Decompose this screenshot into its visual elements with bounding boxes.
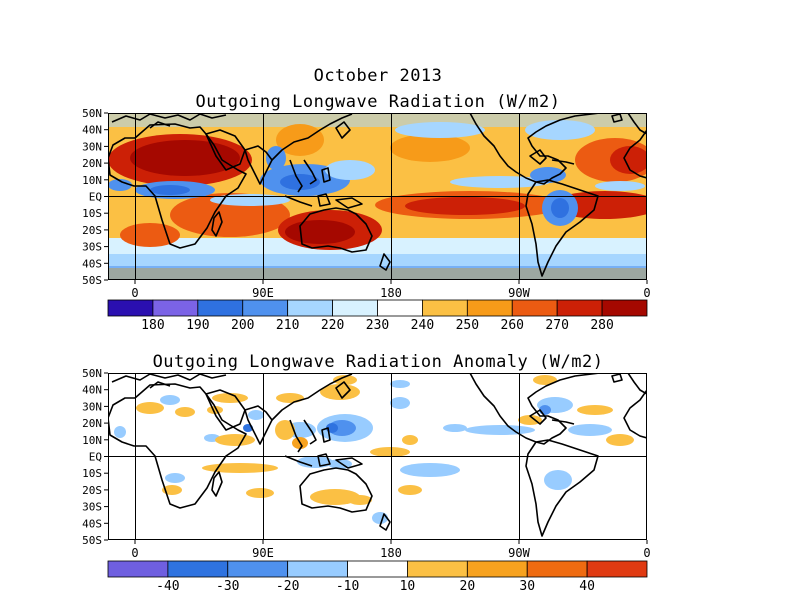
lat-tick-label: 10S: [82, 207, 102, 220]
colorbar-swatch: [466, 560, 528, 578]
anomaly-colorbar: -40 -30 -20 -10 10 20 30 40: [107, 560, 648, 594]
lat-tick-label: 20S: [82, 224, 102, 237]
colorbar-label: 270: [545, 318, 568, 333]
lat-tick-label: 20S: [82, 484, 102, 497]
panel1-title: Outgoing Longwave Radiation (W/m2): [195, 92, 561, 112]
lat-tick-label: 40S: [82, 517, 102, 530]
colorbar-label: 250: [456, 318, 479, 333]
olr-colorbar: 180 190 200 210 220 230 240 250 260 270 280: [107, 299, 648, 333]
colorbar-swatch: [167, 560, 229, 578]
lon-tick-label: 0: [643, 546, 650, 560]
colorbar-label: -40: [156, 579, 179, 594]
colorbar-label: 240: [411, 318, 434, 333]
olr-axes: 50N 40N 30N 20N 10N EQ 10S 20S 30S 40S 50S 0 90E 180 9…: [82, 107, 650, 300]
lat-tick-label: 10N: [82, 434, 102, 447]
lat-tick-label: 30S: [82, 501, 102, 514]
colorbar-swatch: [197, 299, 244, 317]
colorbar-swatch: [407, 560, 468, 578]
colorbar-swatch: [586, 560, 648, 578]
anomaly-axes: 50N 40N 30N 20N 10N EQ 10S 20S 30S 40S 50S 0 90E 180 9…: [82, 367, 650, 560]
lon-tick-label: 180: [380, 286, 402, 300]
lat-tick-label: 50N: [82, 367, 102, 380]
lat-tick-label: 30N: [82, 140, 102, 153]
colorbar-label: 230: [366, 318, 389, 333]
panel2-title: Outgoing Longwave Radiation Anomaly (W/m…: [152, 352, 604, 372]
lat-tick-label: 10S: [82, 467, 102, 480]
lat-tick-label: 10N: [82, 174, 102, 187]
colorbar-swatch: [347, 560, 408, 578]
lat-tick-label: 40S: [82, 257, 102, 270]
lat-tick-label: 50S: [82, 534, 102, 547]
colorbar-swatch: [287, 299, 333, 317]
colorbar-label: 190: [186, 318, 209, 333]
colorbar-swatch: [422, 299, 468, 317]
lat-tick-label: EQ: [89, 451, 102, 464]
lon-tick-label: 0: [131, 286, 138, 300]
colorbar-label: 280: [590, 318, 613, 333]
colorbar-swatch: [227, 560, 289, 578]
lat-tick-label: 20N: [82, 157, 102, 170]
colorbar-label: -20: [276, 579, 299, 594]
colorbar-swatch: [556, 299, 603, 317]
colorbar-swatch: [511, 299, 558, 317]
colorbar-swatch: [107, 299, 154, 317]
lon-tick-label: 90E: [252, 546, 274, 560]
lon-tick-label: 0: [131, 546, 138, 560]
colorbar-label: 20: [460, 579, 476, 594]
colorbar-label: 200: [231, 318, 254, 333]
lon-tick-label: 0: [643, 286, 650, 300]
colorbar-swatch: [152, 299, 199, 317]
olr-map: [108, 113, 647, 280]
colorbar-label: 210: [276, 318, 299, 333]
colorbar-swatch: [287, 560, 348, 578]
lat-tick-label: 30N: [82, 400, 102, 413]
colorbar-swatch: [601, 299, 648, 317]
colorbar-swatch: [107, 560, 169, 578]
colorbar-swatch: [466, 299, 513, 317]
colorbar-label: 220: [321, 318, 344, 333]
colorbar-label: 30: [519, 579, 535, 594]
lon-tick-label: 180: [380, 546, 402, 560]
colorbar-swatch: [526, 560, 588, 578]
lon-tick-label: 90E: [252, 286, 274, 300]
colorbar-label: 180: [141, 318, 164, 333]
figure-title: October 2013: [313, 66, 443, 86]
lat-tick-label: 30S: [82, 241, 102, 254]
anomaly-map: [108, 373, 647, 540]
lat-tick-label: 40N: [82, 384, 102, 397]
colorbar-label: -10: [336, 579, 359, 594]
lon-tick-label: 90W: [508, 546, 530, 560]
colorbar-label: 260: [501, 318, 524, 333]
lat-tick-label: EQ: [89, 191, 102, 204]
lat-tick-label: 50S: [82, 274, 102, 287]
colorbar-swatch: [377, 299, 423, 317]
colorbar-swatch: [242, 299, 289, 317]
colorbar-swatch: [332, 299, 378, 317]
lat-tick-label: 40N: [82, 124, 102, 137]
colorbar-label: 10: [400, 579, 416, 594]
lat-tick-label: 50N: [82, 107, 102, 120]
lat-tick-label: 20N: [82, 417, 102, 430]
colorbar-label: 40: [579, 579, 595, 594]
lon-tick-label: 90W: [508, 286, 530, 300]
colorbar-label: -30: [216, 579, 239, 594]
